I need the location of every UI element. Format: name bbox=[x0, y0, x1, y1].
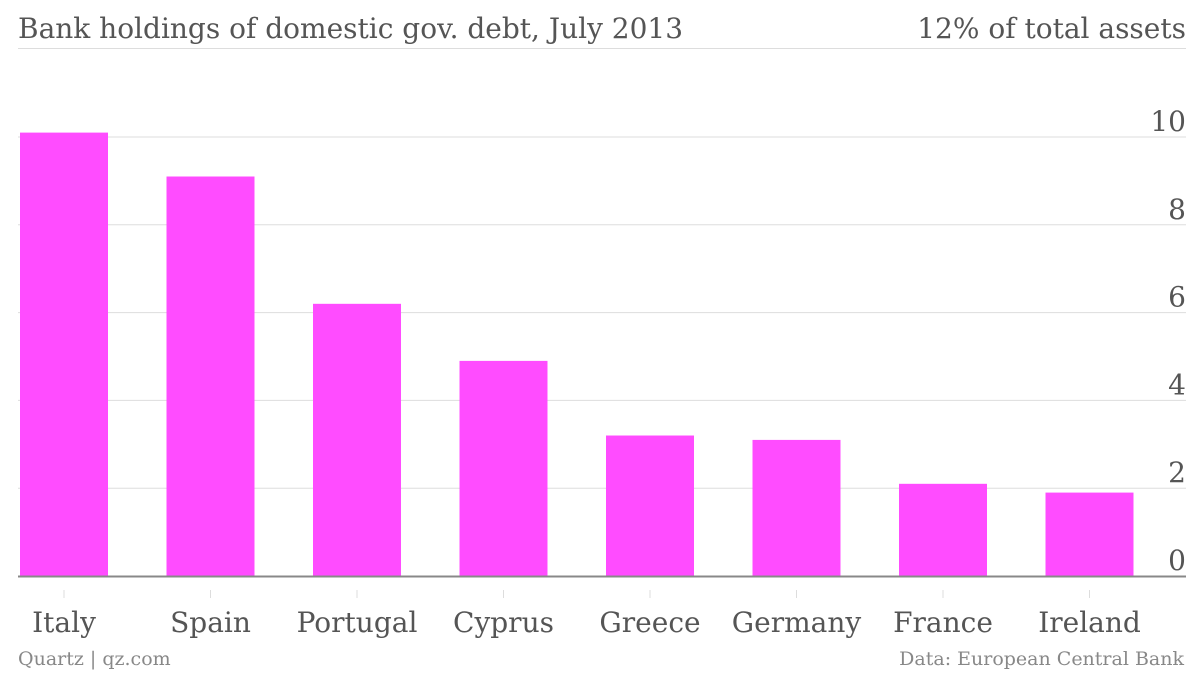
bar-cyprus bbox=[459, 360, 548, 576]
x-axis-labels: Italy Spain Portugal Cyprus Greece Germany Fra… bbox=[32, 590, 1141, 639]
y-tick-label: 0 bbox=[1168, 544, 1186, 577]
y-tick-label: 2 bbox=[1168, 456, 1186, 489]
chart-unit-label: 12% of total assets bbox=[917, 12, 1186, 45]
bar-spain bbox=[166, 176, 255, 576]
x-tick-label: Italy bbox=[32, 606, 96, 639]
title-divider bbox=[18, 48, 1186, 49]
x-tick-label: Spain bbox=[170, 606, 251, 639]
bar-greece bbox=[606, 435, 694, 576]
bars bbox=[20, 132, 1134, 577]
x-tick-label: Germany bbox=[732, 606, 862, 639]
x-tick-label: Portugal bbox=[297, 606, 418, 639]
bar-portugal bbox=[313, 303, 401, 576]
x-tick-label: Ireland bbox=[1038, 606, 1141, 639]
x-tick-label: France bbox=[893, 606, 993, 639]
x-tick-label: Greece bbox=[599, 606, 700, 639]
bar-ireland bbox=[1045, 492, 1134, 576]
x-tick-label: Cyprus bbox=[453, 606, 554, 639]
y-axis-ticks: 0 2 4 6 8 10 bbox=[1150, 105, 1186, 577]
source-label: Data: European Central Bank bbox=[899, 648, 1184, 670]
y-tick-label: 4 bbox=[1168, 368, 1186, 401]
chart-title: Bank holdings of domestic gov. debt, Jul… bbox=[18, 12, 684, 45]
bar-germany bbox=[752, 439, 841, 576]
y-tick-label: 8 bbox=[1168, 193, 1186, 226]
credit-label: Quartz | qz.com bbox=[18, 648, 171, 670]
y-tick-label: 10 bbox=[1150, 105, 1186, 138]
y-tick-label: 6 bbox=[1168, 281, 1186, 314]
bar-france bbox=[899, 483, 987, 576]
bar-italy bbox=[20, 132, 108, 577]
